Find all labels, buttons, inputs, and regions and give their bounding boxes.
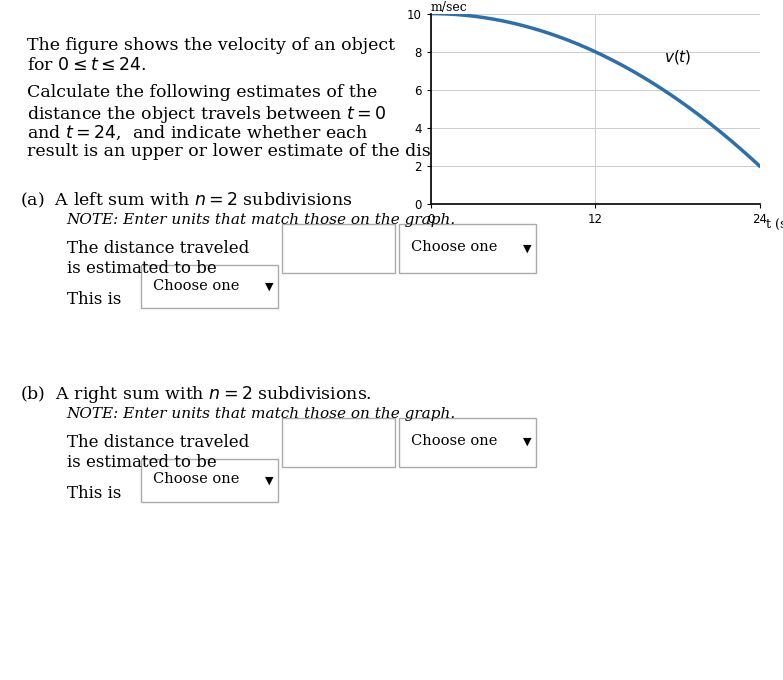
Text: ▼: ▼ (265, 282, 273, 292)
Text: Choose one: Choose one (411, 434, 497, 447)
Text: The distance traveled: The distance traveled (67, 240, 249, 257)
Text: (a)  A left sum with $n = 2$ subdivisions: (a) A left sum with $n = 2$ subdivisions (20, 190, 352, 209)
Text: ▼: ▼ (523, 437, 532, 447)
Text: (b)  A right sum with $n = 2$ subdivisions.: (b) A right sum with $n = 2$ subdivision… (20, 384, 371, 405)
Text: Choose one: Choose one (153, 473, 239, 486)
Text: The figure shows the velocity of an object: The figure shows the velocity of an obje… (27, 37, 395, 54)
Text: This is: This is (67, 485, 121, 502)
Text: $v(t)$: $v(t)$ (664, 48, 691, 66)
Text: The distance traveled: The distance traveled (67, 434, 249, 451)
Text: m/sec: m/sec (431, 1, 467, 14)
FancyBboxPatch shape (282, 224, 395, 273)
Text: ▼: ▼ (265, 476, 273, 486)
Text: and $t = 24$,  and indicate whether each: and $t = 24$, and indicate whether each (27, 124, 369, 142)
FancyBboxPatch shape (399, 418, 536, 467)
Text: Choose one: Choose one (153, 279, 239, 292)
Text: This is: This is (67, 291, 121, 308)
FancyBboxPatch shape (141, 265, 278, 308)
Text: ▼: ▼ (523, 243, 532, 253)
Text: is estimated to be: is estimated to be (67, 260, 216, 277)
Text: NOTE: Enter units that match those on the graph.: NOTE: Enter units that match those on th… (67, 213, 456, 227)
Text: distance the object travels between $t = 0$: distance the object travels between $t =… (27, 104, 387, 125)
Text: for $0 \leq t \leq 24$.: for $0 \leq t \leq 24$. (27, 57, 146, 74)
Text: NOTE: Enter units that match those on the graph.: NOTE: Enter units that match those on th… (67, 407, 456, 421)
Text: is estimated to be: is estimated to be (67, 454, 216, 471)
FancyBboxPatch shape (282, 418, 395, 467)
Text: Calculate the following estimates of the: Calculate the following estimates of the (27, 84, 377, 101)
Text: Choose one: Choose one (411, 240, 497, 254)
FancyBboxPatch shape (399, 224, 536, 273)
X-axis label: t (sec): t (sec) (766, 219, 783, 233)
Text: result is an upper or lower estimate of the distance traveled.: result is an upper or lower estimate of … (27, 143, 563, 160)
FancyBboxPatch shape (141, 459, 278, 502)
